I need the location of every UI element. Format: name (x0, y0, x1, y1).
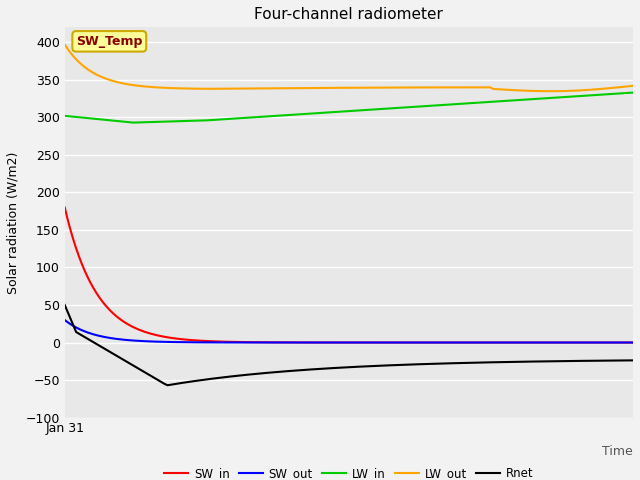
Text: SW_Temp: SW_Temp (76, 35, 143, 48)
Legend: SW_in, SW_out, LW_in, LW_out, Rnet: SW_in, SW_out, LW_in, LW_out, Rnet (160, 463, 538, 480)
Y-axis label: Solar radiation (W/m2): Solar radiation (W/m2) (7, 151, 20, 294)
Text: Time: Time (602, 445, 633, 458)
Title: Four-channel radiometer: Four-channel radiometer (255, 7, 444, 22)
